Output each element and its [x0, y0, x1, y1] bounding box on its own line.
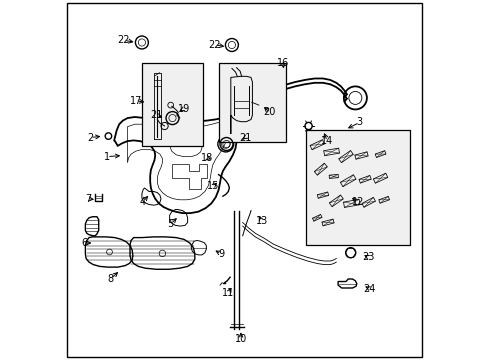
Bar	[142, 63, 203, 146]
Text: 18: 18	[200, 153, 212, 163]
Text: 22: 22	[118, 35, 130, 45]
Text: 15: 15	[206, 181, 219, 192]
Text: 4: 4	[140, 197, 146, 207]
Bar	[305, 130, 409, 245]
Text: 5: 5	[167, 219, 173, 229]
Bar	[219, 63, 285, 142]
Text: 13: 13	[255, 216, 267, 226]
Text: 10: 10	[234, 334, 246, 344]
Text: 19: 19	[178, 104, 190, 114]
Text: 9: 9	[218, 249, 224, 259]
Text: 11: 11	[222, 288, 234, 298]
Text: 21: 21	[150, 110, 162, 120]
Text: 17: 17	[130, 96, 142, 106]
Text: 20: 20	[263, 107, 275, 117]
Text: 12: 12	[351, 197, 364, 207]
Text: 24: 24	[363, 284, 375, 294]
Text: 14: 14	[321, 136, 333, 146]
Text: 23: 23	[362, 252, 374, 262]
Text: 2: 2	[87, 132, 93, 143]
Text: 8: 8	[107, 274, 113, 284]
Text: 1: 1	[104, 152, 110, 162]
Text: 22: 22	[208, 40, 221, 50]
Text: 6: 6	[81, 238, 87, 248]
Text: 7: 7	[84, 194, 91, 204]
Text: 21: 21	[239, 132, 251, 143]
Text: 16: 16	[277, 58, 289, 68]
Text: 3: 3	[356, 117, 362, 127]
